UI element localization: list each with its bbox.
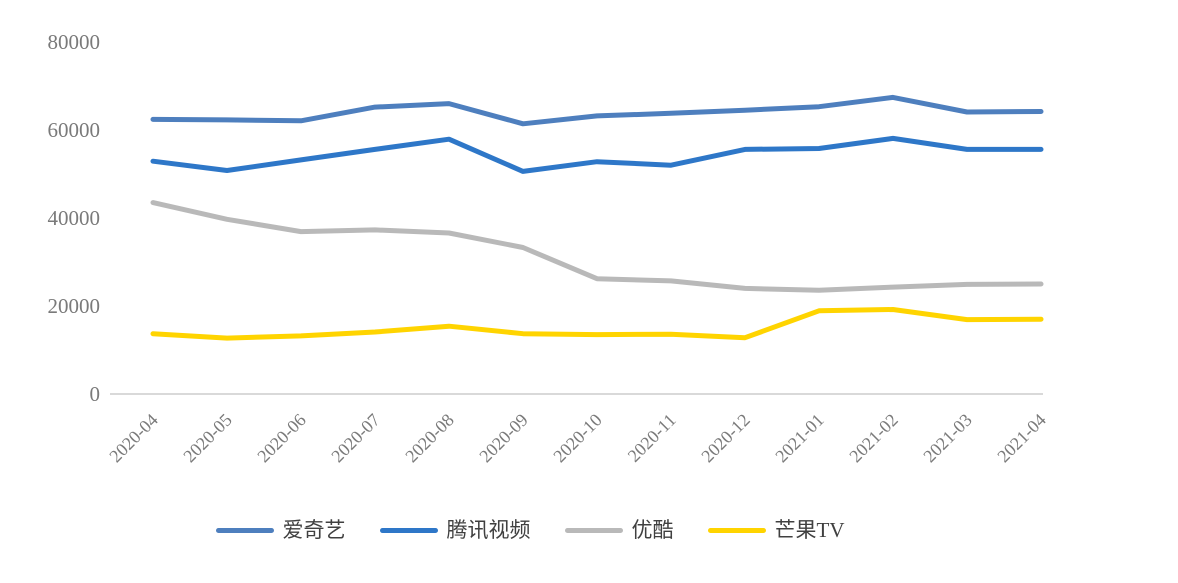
x-axis-tick-label: 2020-11 <box>624 410 680 466</box>
x-axis-tick-label: 2021-04 <box>993 410 1050 467</box>
x-axis-tick-label: 2020-07 <box>327 410 384 467</box>
legend-item-youku: 优酷 <box>564 514 674 546</box>
x-axis-tick-label: 2020-10 <box>549 410 606 467</box>
x-axis-tick-label: 2021-03 <box>919 410 976 467</box>
legend-label-youku: 优酷 <box>631 518 674 542</box>
legend-label-iqiyi: 爱奇艺 <box>282 518 346 542</box>
x-axis-tick-label: 2020-05 <box>179 410 236 467</box>
legend-item-iqiyi: 爱奇艺 <box>215 514 346 546</box>
x-axis-tick-label: 2020-06 <box>253 410 310 467</box>
chart-legend: 爱奇艺 腾讯视频 优酷 芒果TV <box>0 514 1060 546</box>
series-line-mango-tv <box>150 307 1044 341</box>
y-axis-tick-label: 80000 <box>48 30 101 54</box>
series-line-youku <box>150 200 1044 293</box>
y-axis-tick-label: 40000 <box>48 206 101 230</box>
legend-swatch-iqiyi <box>215 527 274 533</box>
legend-swatch-tencent-video <box>379 527 438 533</box>
series-line-tencent-video <box>150 135 1044 174</box>
legend-swatch-youku <box>564 527 623 533</box>
y-axis-tick-label: 0 <box>90 382 101 406</box>
x-axis-tick-label: 2020-09 <box>475 410 532 467</box>
x-axis-tick-label: 2021-01 <box>771 410 828 467</box>
x-axis-tick-label: 2020-04 <box>105 410 162 467</box>
x-axis-tick-label: 2021-02 <box>845 410 902 467</box>
legend-item-tencent-video: 腾讯视频 <box>379 514 531 546</box>
legend-swatch-mango-tv <box>707 527 766 533</box>
series-line-iqiyi <box>150 94 1044 127</box>
legend-label-mango-tv: 芒果TV <box>774 518 845 542</box>
y-axis-tick-label: 60000 <box>48 118 101 142</box>
x-axis-tick-label: 2020-08 <box>401 410 458 467</box>
y-axis-tick-label: 20000 <box>48 294 101 318</box>
x-axis-tick-label: 2020-12 <box>697 410 754 467</box>
legend-item-mango-tv: 芒果TV <box>707 514 845 546</box>
legend-label-tencent-video: 腾讯视频 <box>446 518 531 542</box>
